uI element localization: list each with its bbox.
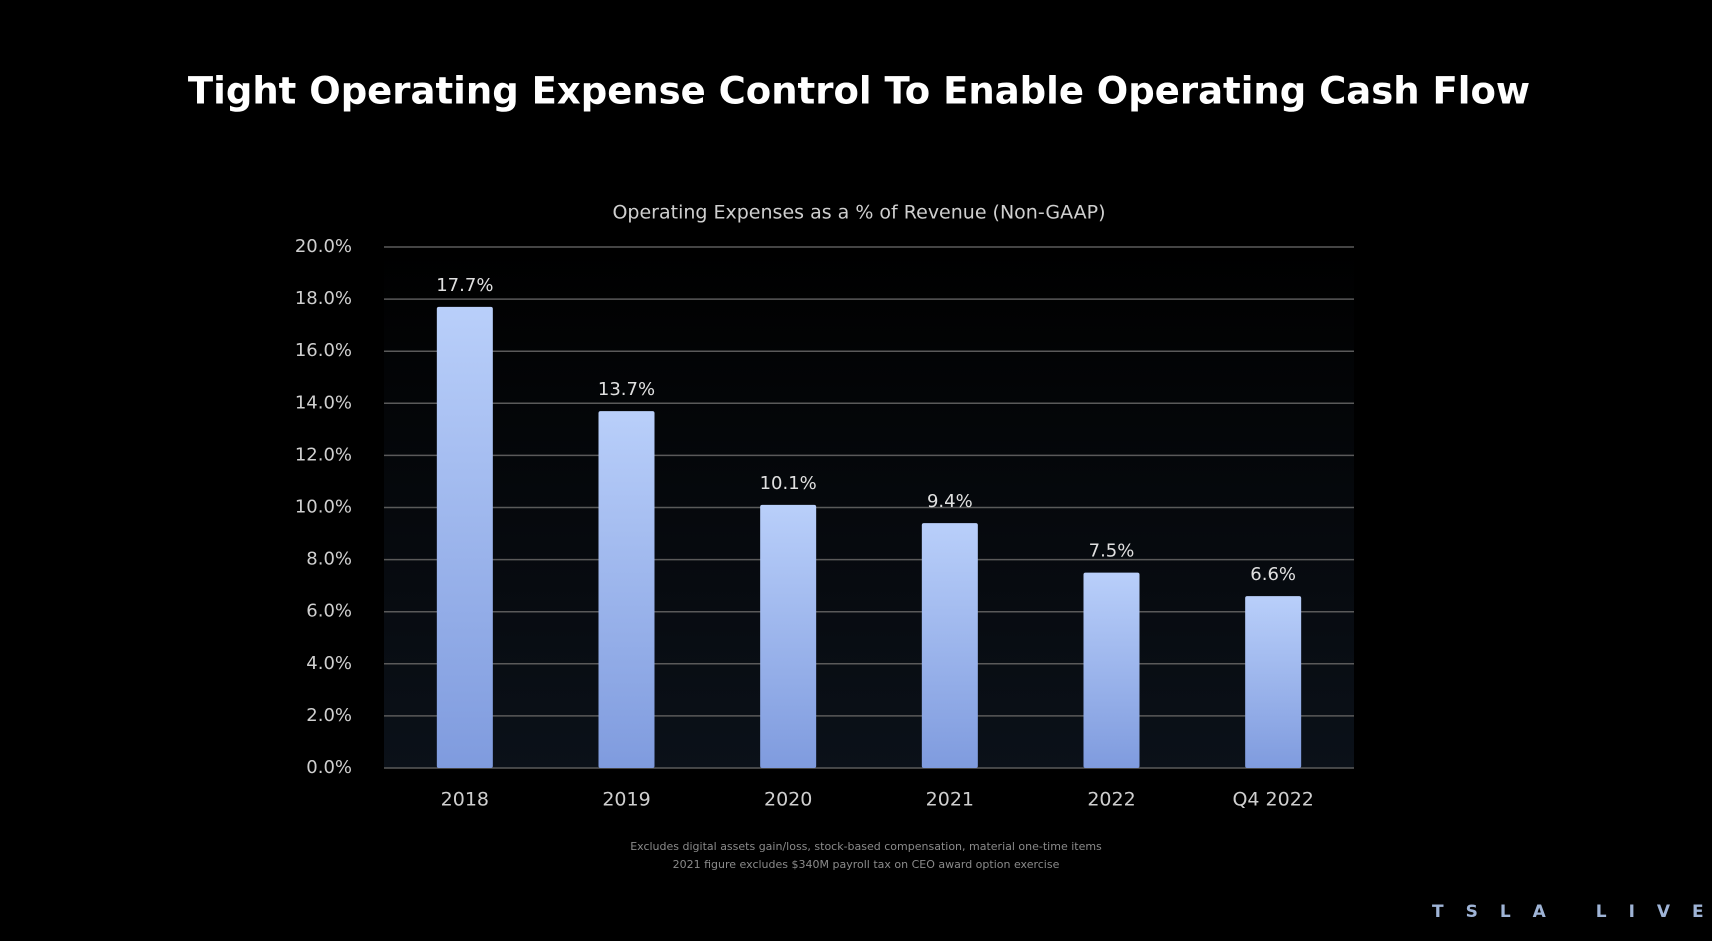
bar	[921, 523, 978, 768]
value-label: 7.5%	[1089, 541, 1135, 562]
footnote: 2021 figure excludes $340M payroll tax o…	[673, 858, 1060, 871]
bar	[436, 306, 493, 768]
bar	[1245, 596, 1302, 768]
chart-subtitle: Operating Expenses as a % of Revenue (No…	[612, 202, 1105, 224]
value-label: 17.7%	[436, 275, 493, 296]
bar	[598, 411, 655, 768]
y-tick-label: 10.0%	[295, 497, 352, 518]
x-tick-label: 2021	[926, 789, 974, 811]
x-tick-label: 2020	[764, 789, 812, 811]
value-label: 13.7%	[598, 379, 655, 400]
y-tick-label: 12.0%	[295, 444, 352, 465]
value-label: 10.1%	[760, 473, 817, 494]
value-label: 6.6%	[1250, 564, 1296, 585]
y-tick-label: 16.0%	[295, 340, 352, 361]
y-tick-label: 14.0%	[295, 392, 352, 413]
value-label: 9.4%	[927, 491, 973, 512]
y-tick-label: 2.0%	[306, 705, 352, 726]
x-tick-label: 2022	[1087, 789, 1135, 811]
y-tick-label: 18.0%	[295, 288, 352, 309]
x-tick-label: Q4 2022	[1232, 789, 1313, 811]
footnote: Excludes digital assets gain/loss, stock…	[630, 840, 1102, 853]
logo: TSLA LIVE	[1432, 902, 1712, 922]
y-tick-label: 6.0%	[306, 601, 352, 622]
x-tick-label: 2019	[602, 789, 650, 811]
chart-title: Tight Operating Expense Control To Enabl…	[188, 70, 1530, 113]
y-tick-label: 8.0%	[306, 549, 352, 570]
y-tick-label: 20.0%	[295, 236, 352, 257]
y-tick-label: 4.0%	[306, 653, 352, 674]
bar	[760, 504, 817, 768]
y-tick-label: 0.0%	[306, 757, 352, 778]
bar	[1083, 572, 1140, 768]
x-tick-label: 2018	[441, 789, 489, 811]
